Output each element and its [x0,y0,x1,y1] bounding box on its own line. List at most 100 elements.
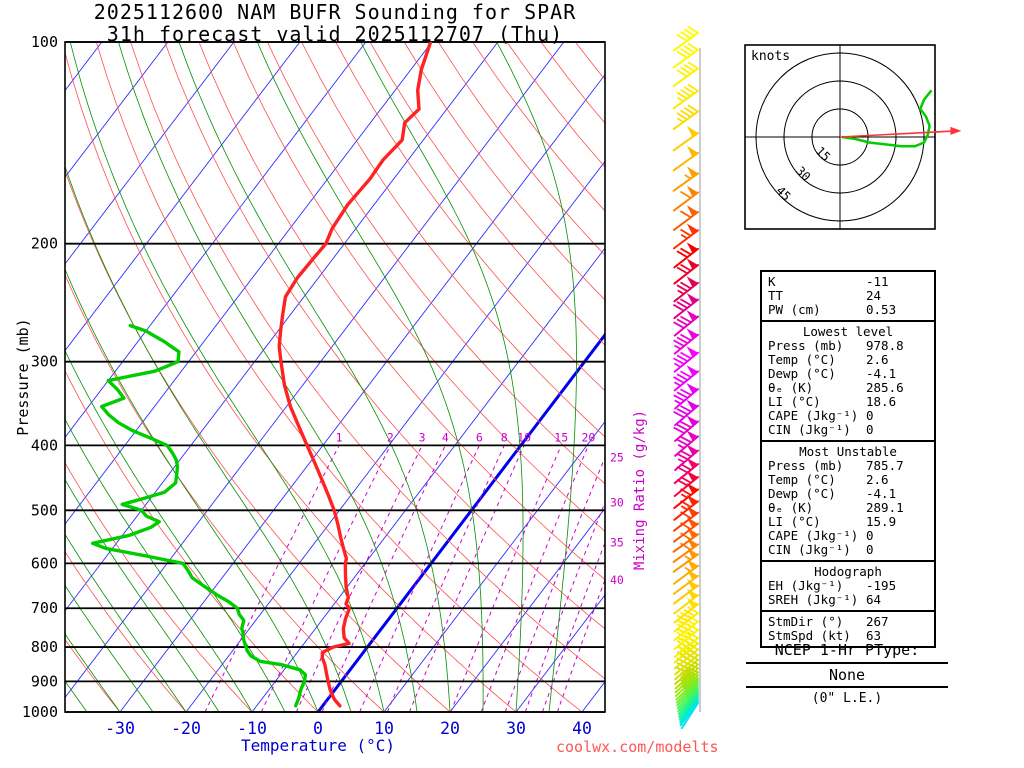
index-row: CIN (Jkg⁻¹) 0 [768,423,928,437]
index-label: CAPE (Jkg⁻¹) [768,408,859,423]
temperature-tick-label: -20 [171,719,201,738]
temperature-tick-label: -10 [237,719,267,738]
pressure-tick-label: 500 [31,501,58,519]
index-label: θₑ (K) [768,500,814,515]
index-row: SREH (Jkg⁻¹) 64 [768,593,928,607]
index-row: LI (°C) 15.9 [768,515,928,529]
index-value: 0 [866,528,874,543]
index-label: StmSpd (kt) [768,628,851,643]
index-row: LI (°C) 18.6 [768,395,928,409]
dewpoint-trace [90,323,308,708]
index-row: Temp (°C) 2.6 [768,353,928,367]
index-section: Most Unstable Press (mb) 785.7 Temp (°C) 2.6… [762,440,934,560]
index-section: Hodograph EH (Jkg⁻¹) -195 SREH (Jkg⁻¹) 64 [762,560,934,610]
ptype-note: (0" L.E.) [811,691,883,706]
mixing-ratio-label: 35 [610,536,624,550]
index-section: Lowest level Press (mb) 978.8 Temp (°C) 2.6 D… [762,320,934,440]
index-row: CAPE (Jkg⁻¹) 0 [768,529,928,543]
index-value: 0 [866,408,874,423]
pressure-tick-label: 1000 [22,703,58,721]
mixing-ratio-label: 4 [442,430,449,444]
temperature-tick-label: 20 [440,719,460,738]
index-label: EH (Jkg⁻¹) [768,578,844,593]
pressure-tick-label: 700 [31,599,58,617]
temperature-tick-label: 40 [572,719,592,738]
mixing-ratio-label: 20 [581,430,595,444]
index-row: StmDir (°) 267 [768,615,928,629]
index-label: LI (°C) [768,514,821,529]
pressure-tick-label: 200 [31,235,58,253]
index-label: Press (mb) [768,458,844,473]
mixing-ratio-label: 25 [610,450,624,464]
wind-barbs [672,25,701,730]
index-row: Press (mb) 785.7 [768,459,928,473]
index-label: Temp (°C) [768,472,836,487]
mixing-ratio-label: 1 [336,430,343,444]
index-row: Temp (°C) 2.6 [768,473,928,487]
storm-motion-arrow [839,130,958,138]
index-row: Dewp (°C) -4.1 [768,487,928,501]
index-section-header: Hodograph [814,564,882,579]
index-value: 15.9 [866,514,897,529]
index-label: θₑ (K) [768,380,814,395]
index-label: SREH (Jkg⁻¹) [768,592,859,607]
temperature-tick-label: 0 [313,719,323,738]
index-row: CIN (Jkg⁻¹) 0 [768,543,928,557]
temperature-tick-label: 30 [506,719,526,738]
pressure-tick-label: 600 [31,554,58,572]
index-value: 63 [866,628,882,643]
plot-border [64,41,606,713]
index-section: StmDir (°) 267 StmSpd (kt) 63 [762,610,934,646]
index-row: Dewp (°C) -4.1 [768,367,928,381]
index-label: Dewp (°C) [768,366,836,381]
pressure-tick-label: 900 [31,672,58,690]
hodograph-units-label: knots [751,49,791,64]
index-value: 2.6 [866,352,889,367]
mixing-ratio-label: 30 [610,495,624,509]
index-row: TT 24 [768,289,928,303]
mixing-ratio-label: 2 [387,430,394,444]
pressure-axis-label: Pressure (mb) [14,318,32,436]
pressure-tick-label: 300 [31,353,58,371]
temperature-tick-labels: -30 -20 -10 0 10 20 30 40 [105,719,592,738]
index-row: K -11 [768,275,928,289]
mixing-ratio-labels: 1 2 3 4 6 8 10 15 20 25 30 35 40 [336,430,624,587]
index-value: 285.6 [866,380,904,395]
mixing-ratio-label: 3 [419,430,426,444]
chart-title: 2025112600 NAM BUFR Sounding for SPAR [93,0,577,24]
mixing-ratio-axis-label: Mixing Ratio (g/kg) [632,409,648,571]
index-label: Temp (°C) [768,352,836,367]
index-label: PW (cm) [768,302,821,317]
index-label: CIN (Jkg⁻¹) [768,422,851,437]
index-value: -195 [866,578,897,593]
index-section-header: Most Unstable [799,444,897,459]
index-value: 0 [866,422,874,437]
index-label: CAPE (Jkg⁻¹) [768,528,859,543]
pressure-tick-label: 800 [31,638,58,656]
index-value: 0.53 [866,302,897,317]
dry-adiabats [65,42,605,712]
index-value: 2.6 [866,472,889,487]
indices-table: K -11 TT 24 PW (cm) 0.53 Lowest level Press (mb… [760,270,936,648]
mixing-ratio-label: 15 [554,430,568,444]
mixing-ratio-label: 40 [610,573,624,587]
index-value: 0 [866,542,874,557]
index-value: 267 [866,614,889,629]
index-value: 785.7 [866,458,904,473]
temperature-tick-label: 10 [374,719,394,738]
mixing-ratio-label: 10 [517,430,531,444]
index-section-header: Lowest level [802,324,894,339]
temperature-tick-label: -30 [105,719,135,738]
index-value: 64 [866,592,882,607]
pressure-tick-label: 100 [31,33,58,51]
index-value: -11 [866,274,889,289]
temperature-axis-label: Temperature (°C) [240,736,396,755]
mixing-ratio-label: 6 [476,430,483,444]
index-label: CIN (Jkg⁻¹) [768,542,851,557]
pressure-tick-label: 400 [31,436,58,454]
index-label: Dewp (°C) [768,486,836,501]
watermark: coolwx.com/modelts [556,738,719,756]
pressure-tick-labels: 100 200 300 400 500 600 700 800 900 1000 [22,33,58,721]
index-row: EH (Jkg⁻¹) -195 [768,579,928,593]
